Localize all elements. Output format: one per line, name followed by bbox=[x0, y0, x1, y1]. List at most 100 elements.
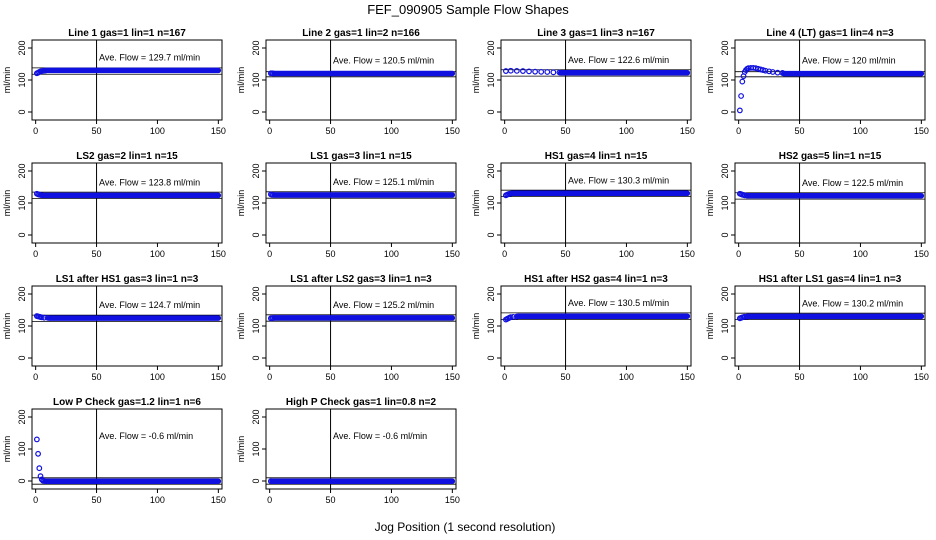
y-axis-label: ml/min bbox=[705, 67, 715, 94]
panel-4: Line 4 (LT) gas=1 lin=4 n=3 0 50 100 150 0 100… bbox=[705, 28, 929, 136]
x-tick-label: 50 bbox=[92, 372, 102, 382]
data-point bbox=[510, 313, 517, 320]
data-point bbox=[760, 67, 766, 73]
panel-10: LS1 after LS2 gas=3 lin=1 n=3 0 50 100 150 0 1… bbox=[236, 274, 460, 382]
x-tick-label: 50 bbox=[92, 249, 102, 259]
x-tick-label: 50 bbox=[795, 126, 805, 136]
data-point bbox=[739, 78, 746, 85]
panel-title: HS2 gas=5 lin=1 n=15 bbox=[779, 151, 882, 162]
data-point bbox=[42, 67, 49, 74]
data-point bbox=[774, 69, 781, 76]
ave-flow-annotation: Ave. Flow = -0.6 ml/min bbox=[99, 431, 193, 441]
ave-flow-annotation: Ave. Flow = 123.8 ml/min bbox=[99, 177, 200, 187]
panel-12: HS1 after LS1 gas=4 lin=1 n=3 0 50 100 150 0 1… bbox=[705, 274, 929, 382]
x-tick-label: 50 bbox=[795, 249, 805, 259]
x-tick-label: 100 bbox=[619, 249, 634, 259]
y-tick-label: 200 bbox=[486, 163, 496, 178]
ave-flow-annotation: Ave. Flow = 129.7 ml/min bbox=[99, 52, 200, 62]
x-tick-label: 50 bbox=[795, 372, 805, 382]
ave-flow-annotation: Ave. Flow = 122.6 ml/min bbox=[568, 55, 669, 65]
x-tick-label: 150 bbox=[211, 249, 226, 259]
x-tick-label: 0 bbox=[267, 126, 272, 136]
x-tick-label: 150 bbox=[680, 372, 695, 382]
y-tick-label: 0 bbox=[720, 109, 730, 114]
data-point bbox=[507, 190, 514, 197]
x-tick-label: 50 bbox=[561, 249, 571, 259]
x-tick-label: 150 bbox=[680, 249, 695, 259]
x-tick-label: 50 bbox=[326, 495, 336, 505]
panel-5: LS2 gas=2 lin=1 n=15 0 50 100 150 0 100 200 ml/m… bbox=[2, 151, 226, 259]
y-tick-label: 0 bbox=[486, 109, 496, 114]
y-tick-label: 200 bbox=[17, 286, 27, 301]
y-axis-label: ml/min bbox=[236, 190, 246, 217]
x-tick-label: 0 bbox=[502, 126, 507, 136]
x-tick-label: 100 bbox=[853, 249, 868, 259]
x-tick-label: 50 bbox=[326, 249, 336, 259]
panel-title: LS2 gas=2 lin=1 n=15 bbox=[76, 151, 178, 162]
panel-title: HS1 after HS2 gas=4 lin=1 n=3 bbox=[524, 274, 668, 285]
y-tick-label: 0 bbox=[251, 109, 261, 114]
y-tick-label: 200 bbox=[486, 286, 496, 301]
y-tick-label: 100 bbox=[486, 195, 496, 210]
x-tick-label: 150 bbox=[445, 126, 460, 136]
x-tick-label: 50 bbox=[561, 372, 571, 382]
panel-title: HS1 gas=4 lin=1 n=15 bbox=[545, 151, 648, 162]
x-tick-label: 100 bbox=[150, 495, 165, 505]
ave-flow-annotation: Ave. Flow = 120.5 ml/min bbox=[333, 55, 434, 65]
y-tick-label: 100 bbox=[17, 318, 27, 333]
ave-flow-annotation: Ave. Flow = 125.2 ml/min bbox=[333, 300, 434, 310]
y-axis-label: ml/min bbox=[236, 67, 246, 94]
panel-title: HS1 after LS1 gas=4 lin=1 n=3 bbox=[759, 274, 902, 285]
x-tick-label: 100 bbox=[619, 372, 634, 382]
y-tick-label: 100 bbox=[17, 441, 27, 456]
ave-flow-annotation: Ave. Flow = 130.2 ml/min bbox=[802, 298, 903, 308]
y-tick-label: 0 bbox=[17, 478, 27, 483]
panel-13: Low P Check gas=1.2 lin=1 n=6 0 50 100 150 0 1… bbox=[2, 397, 226, 505]
x-tick-label: 150 bbox=[211, 126, 226, 136]
x-tick-label: 100 bbox=[619, 126, 634, 136]
x-tick-label: 0 bbox=[267, 372, 272, 382]
y-tick-label: 100 bbox=[720, 72, 730, 87]
data-point bbox=[526, 68, 532, 75]
x-tick-label: 100 bbox=[853, 372, 868, 382]
x-tick-label: 50 bbox=[326, 126, 336, 136]
ave-flow-annotation: Ave. Flow = -0.6 ml/min bbox=[333, 431, 427, 441]
panel-title: Line 2 gas=1 lin=2 n=166 bbox=[302, 28, 420, 39]
panel-11: HS1 after HS2 gas=4 lin=1 n=3 0 50 100 150 0 1… bbox=[471, 274, 695, 382]
y-tick-label: 0 bbox=[486, 355, 496, 360]
panel-title: LS1 gas=3 lin=1 n=15 bbox=[310, 151, 412, 162]
data-point bbox=[270, 315, 277, 321]
ave-flow-annotation: Ave. Flow = 130.3 ml/min bbox=[568, 175, 669, 185]
y-tick-label: 200 bbox=[17, 40, 27, 55]
y-tick-label: 200 bbox=[720, 286, 730, 301]
panel-2: Line 2 gas=1 lin=2 n=166 0 50 100 150 0 100 200… bbox=[236, 28, 460, 136]
x-tick-label: 150 bbox=[445, 249, 460, 259]
panel-6: LS1 gas=3 lin=1 n=15 0 50 100 150 0 100 200 ml/m… bbox=[236, 151, 460, 259]
x-tick-label: 0 bbox=[736, 126, 741, 136]
y-tick-label: 200 bbox=[720, 163, 730, 178]
panel-title: LS1 after HS1 gas=3 lin=1 n=3 bbox=[56, 274, 199, 285]
x-tick-label: 50 bbox=[92, 495, 102, 505]
data-point bbox=[36, 465, 43, 472]
plot-frame bbox=[500, 39, 692, 121]
plot-frame bbox=[265, 285, 457, 367]
ave-flow-annotation: Ave. Flow = 122.5 ml/min bbox=[802, 178, 903, 188]
y-tick-label: 100 bbox=[251, 195, 261, 210]
x-tick-label: 0 bbox=[267, 249, 272, 259]
data-point bbox=[779, 70, 786, 76]
x-tick-label: 150 bbox=[914, 249, 929, 259]
data-point bbox=[41, 478, 48, 484]
y-tick-label: 100 bbox=[17, 72, 27, 87]
data-point bbox=[550, 69, 557, 76]
x-tick-label: 0 bbox=[736, 372, 741, 382]
y-tick-label: 200 bbox=[17, 409, 27, 424]
y-tick-label: 0 bbox=[17, 232, 27, 237]
x-tick-label: 0 bbox=[502, 372, 507, 382]
y-axis-label: ml/min bbox=[2, 190, 12, 217]
panel-14: High P Check gas=1 lin=0.8 n=2 0 50 100 150 0… bbox=[236, 397, 460, 505]
panel-1: Line 1 gas=1 lin=1 n=167 0 50 100 150 0 100 200… bbox=[2, 28, 226, 136]
y-tick-label: 100 bbox=[486, 318, 496, 333]
y-tick-label: 200 bbox=[17, 163, 27, 178]
y-tick-label: 0 bbox=[251, 478, 261, 483]
